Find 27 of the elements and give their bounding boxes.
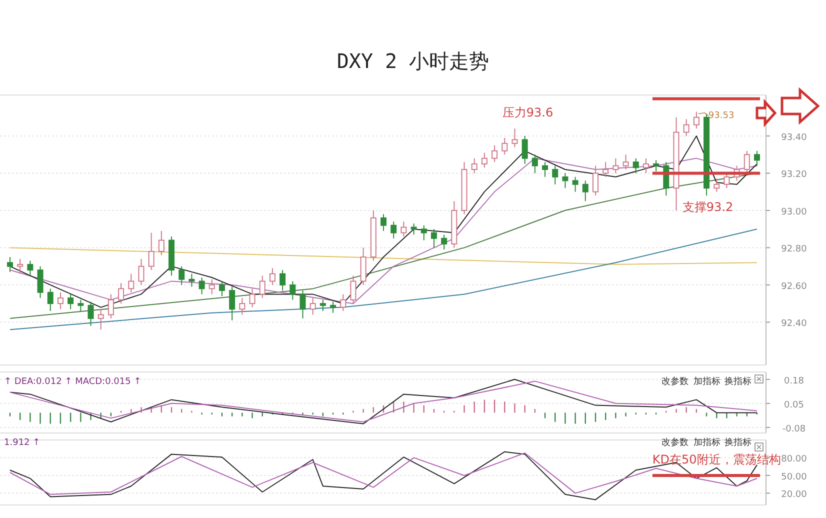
y-tick-label: 80.00 bbox=[781, 454, 808, 465]
annotation: 1.912 ↑ bbox=[4, 438, 40, 448]
annotation: 加指标 bbox=[694, 437, 720, 448]
ref-line-label: KD在50附近，震荡结构 bbox=[652, 452, 781, 466]
ref-line-label: 支撑93.2 bbox=[682, 200, 734, 214]
annotation: 改参数 bbox=[662, 437, 688, 448]
y-tick-label: 93.20 bbox=[781, 170, 808, 180]
annotation: 改参数 bbox=[662, 376, 688, 387]
y-tick-label: 93.40 bbox=[781, 132, 808, 143]
y-tick-label: 92.60 bbox=[781, 282, 808, 292]
y-tick-label: 0.18 bbox=[784, 376, 804, 386]
annotation: 换指标 bbox=[724, 437, 752, 448]
y-tick-label: 0.05 bbox=[784, 400, 804, 410]
y-tick-label: 93.00 bbox=[781, 207, 808, 218]
ref-line-label: 压力93.6 bbox=[502, 106, 554, 120]
annotation: 加指标 bbox=[694, 376, 720, 387]
annotation: ↑ DEA:0.012 ↑ MACD:0.015 ↑ bbox=[4, 377, 142, 387]
y-tick-label: 50.00 bbox=[781, 472, 808, 482]
y-tick-label: 92.40 bbox=[781, 319, 808, 330]
y-tick-label: -0.08 bbox=[782, 424, 806, 434]
annotation: 93.53 bbox=[708, 110, 734, 121]
chart-title: DXY 2 小时走势 bbox=[336, 49, 490, 73]
annotation: 换指标 bbox=[724, 376, 752, 387]
y-tick-label: 20.00 bbox=[781, 490, 808, 500]
line-series bbox=[10, 247, 758, 265]
line-series bbox=[10, 228, 758, 330]
y-tick-label: 92.80 bbox=[781, 244, 808, 255]
